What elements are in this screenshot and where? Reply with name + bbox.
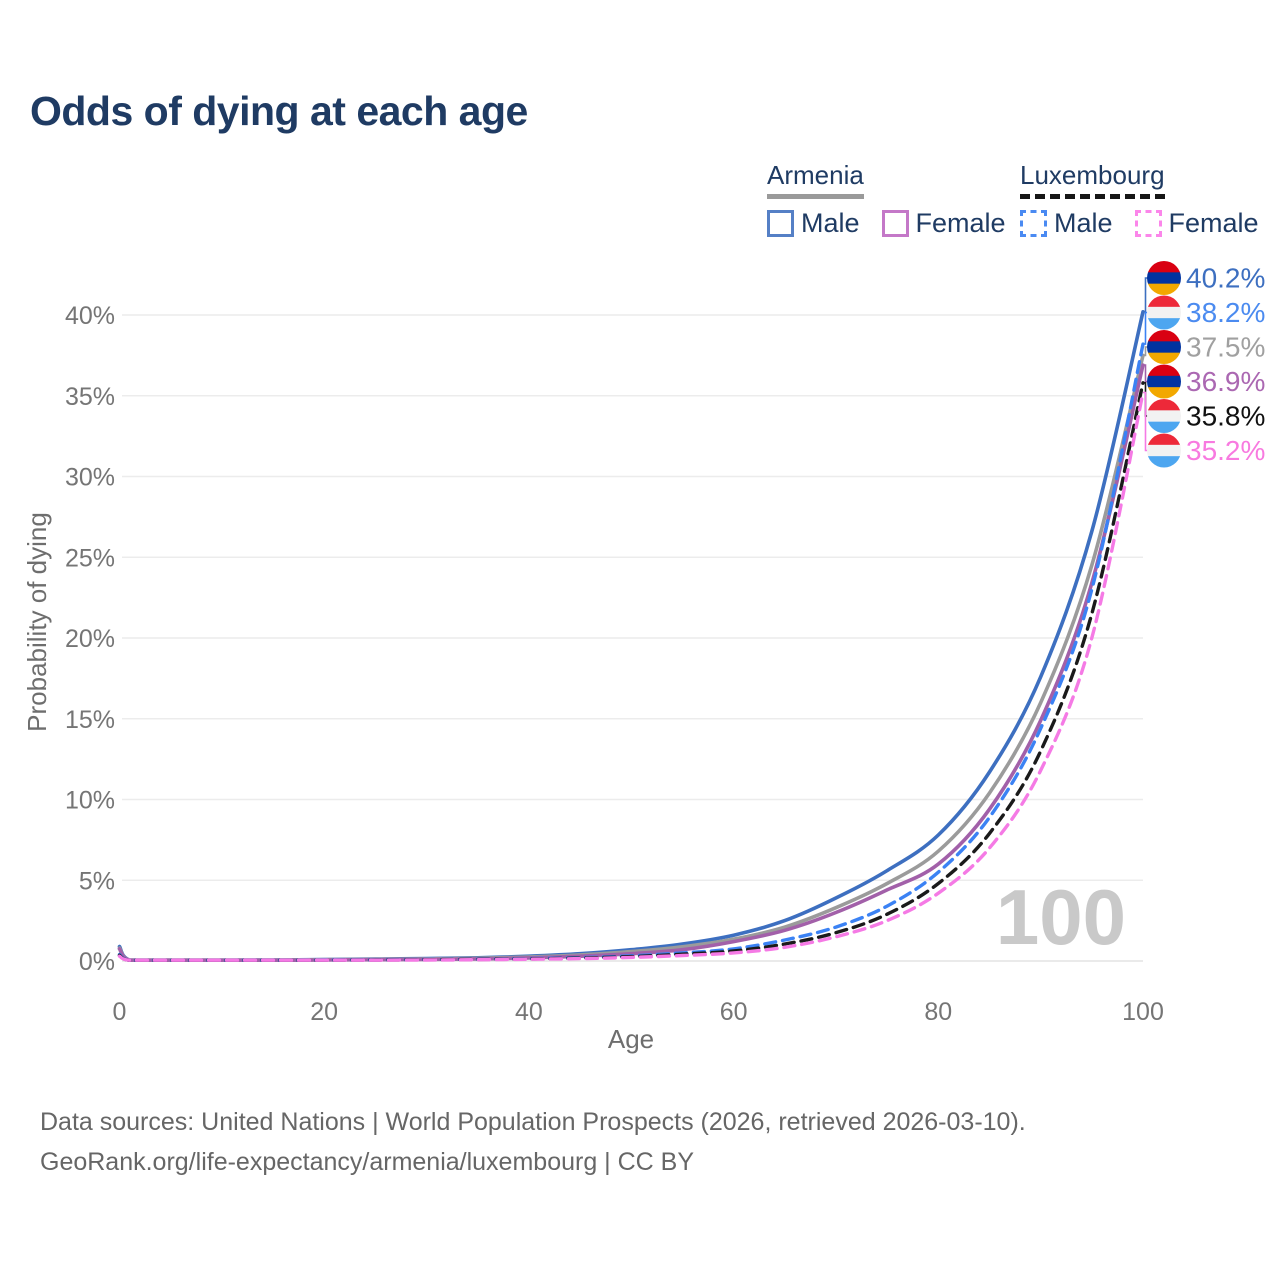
legend-group-luxembourg: Luxembourg Male Female xyxy=(1020,160,1259,239)
label-connector xyxy=(1143,364,1148,383)
curves xyxy=(117,310,1145,962)
luxembourg-female-swatch-icon xyxy=(1134,210,1162,237)
series-line-armenia-male[interactable] xyxy=(117,310,1145,962)
luxembourg-flag-icon xyxy=(1147,399,1181,433)
x-axis-title: Age xyxy=(608,1024,654,1054)
y-tick-label: 10% xyxy=(65,787,115,815)
end-value-annotations: 40.2%38.2% 37.5%36.9% 35.8%35.2% xyxy=(1143,261,1265,468)
legend-label: Male xyxy=(1054,208,1113,238)
armenia-flag-icon xyxy=(1147,330,1181,364)
x-tick-label: 40 xyxy=(515,998,543,1026)
x-tick-label: 60 xyxy=(720,998,748,1026)
end-value-label-luxembourg-both: 35.8% xyxy=(1186,401,1265,432)
luxembourg-flag-icon xyxy=(1147,295,1181,330)
y-axis-title: Probability of dying xyxy=(22,512,52,732)
legend-group-armenia: Armenia Male Female xyxy=(767,160,1006,239)
y-tick-label: 5% xyxy=(79,867,115,895)
label-connector xyxy=(1143,391,1148,452)
legend-item-armenia-male[interactable]: Male xyxy=(767,208,860,239)
end-value-label-armenia-male: 40.2% xyxy=(1186,263,1265,294)
page-title: Odds of dying at each age xyxy=(30,88,528,134)
y-tick-label: 30% xyxy=(65,464,115,492)
end-value-label-armenia-both: 37.5% xyxy=(1186,332,1265,363)
legend-item-armenia-female[interactable]: Female xyxy=(881,208,1006,239)
label-connector xyxy=(1143,346,1148,357)
series-line-luxembourg-female[interactable] xyxy=(117,390,1145,962)
y-tick-label: 40% xyxy=(65,302,115,330)
x-tick-label: 20 xyxy=(310,998,338,1026)
y-tick-label: 25% xyxy=(65,544,115,572)
x-tick-label: 100 xyxy=(1122,998,1164,1026)
y-tick-label: 15% xyxy=(65,706,115,734)
armenia-female-swatch-icon xyxy=(881,210,909,237)
end-value-label-armenia-female: 36.9% xyxy=(1186,366,1265,397)
legend-title-luxembourg[interactable]: Luxembourg xyxy=(1020,160,1165,199)
x-tick-label: 80 xyxy=(924,998,952,1026)
luxembourg-male-swatch-icon xyxy=(1020,210,1047,237)
y-tick-label: 35% xyxy=(65,383,115,411)
legend-item-luxembourg-female[interactable]: Female xyxy=(1134,208,1259,239)
legend-label: Male xyxy=(801,208,860,238)
legend-items-luxembourg: Male Female xyxy=(1020,208,1259,239)
x-tick-label: 0 xyxy=(113,998,127,1026)
armenia-flag-icon xyxy=(1147,261,1181,295)
axis-labels: 0% 5% 10% 15% 20% 25% 30% 35% 40% 0 20 40 60 80 100 Age… xyxy=(22,302,1164,1054)
age-watermark-text: 100 xyxy=(996,873,1126,961)
y-tick-label: 20% xyxy=(65,625,115,653)
legend-item-luxembourg-male[interactable]: Male xyxy=(1020,208,1113,239)
line-chart: 0% 5% 10% 15% 20% 25% 30% 35% 40% 0 20 40 60 80 100 Age… xyxy=(22,261,1265,1054)
age-watermark: 100 xyxy=(996,873,1126,961)
legend-title-armenia[interactable]: Armenia xyxy=(767,160,864,199)
luxembourg-flag-icon xyxy=(1147,433,1181,468)
series-line-armenia-both[interactable] xyxy=(117,353,1145,962)
footer-data-sources: Data sources: United Nations | World Pop… xyxy=(40,1108,1026,1136)
armenia-male-swatch-icon xyxy=(767,210,794,237)
armenia-flag-icon xyxy=(1147,364,1181,399)
series-line-luxembourg-male[interactable] xyxy=(117,342,1145,962)
legend-label: Female xyxy=(1168,208,1259,238)
series-line-luxembourg-both[interactable] xyxy=(117,381,1145,962)
legend-label: Female xyxy=(915,208,1006,238)
gridlines xyxy=(122,314,1143,962)
legend-items-armenia: Male Female xyxy=(767,208,1006,239)
end-value-label-luxembourg-female: 35.2% xyxy=(1186,435,1265,466)
y-tick-label: 0% xyxy=(79,948,115,976)
label-connector xyxy=(1143,311,1148,345)
label-connector xyxy=(1143,277,1148,313)
footer-attribution[interactable]: GeoRank.org/life-expectancy/armenia/luxe… xyxy=(40,1148,695,1176)
end-value-label-luxembourg-male: 38.2% xyxy=(1186,297,1265,328)
series-line-armenia-female[interactable] xyxy=(117,363,1145,962)
